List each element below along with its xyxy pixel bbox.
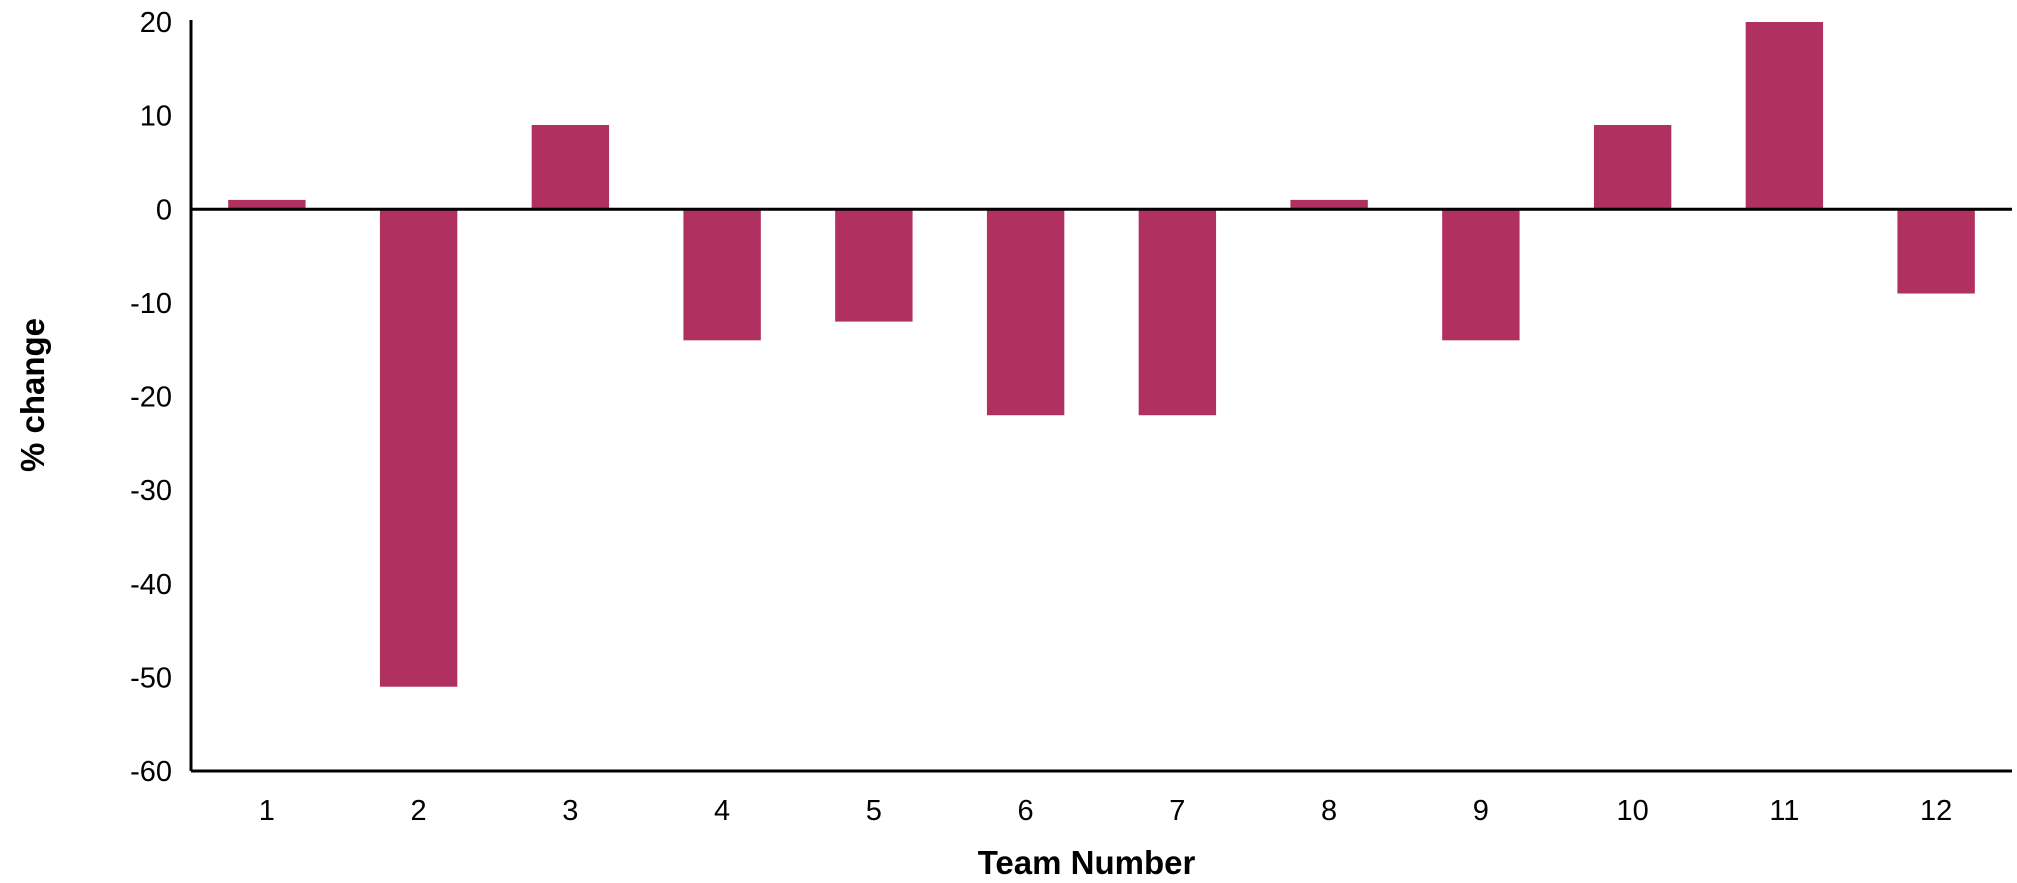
bar-team-10	[1593, 124, 1672, 210]
x-tick-label: 2	[411, 795, 427, 827]
x-tick-label: 7	[1169, 795, 1185, 827]
y-tick-label: 10	[140, 101, 172, 133]
y-tick-label: -40	[130, 569, 172, 601]
x-tick-label: 4	[714, 795, 730, 827]
axes-group	[189, 20, 2012, 773]
y-tick-label: -20	[130, 382, 172, 414]
y-axis-title: % change	[14, 318, 51, 472]
bars-group	[228, 22, 1975, 687]
bar-team-1	[228, 199, 306, 210]
x-tick-label: 5	[866, 795, 882, 827]
bar-team-2	[379, 209, 458, 687]
x-tick-labels: 1 2 3 4 5 6 7 8 9 10 11 12	[259, 795, 1952, 827]
bar-team-12	[1897, 209, 1975, 294]
bar-team-9	[1442, 209, 1520, 341]
y-tick-label: -10	[130, 288, 172, 320]
x-tick-label: 6	[1018, 795, 1034, 827]
x-axis-title: Team Number	[978, 844, 1196, 881]
x-tick-label: 10	[1616, 795, 1648, 827]
bar-team-11	[1745, 22, 1824, 210]
x-tick-label: 11	[1769, 795, 1799, 827]
bar-team-8	[1290, 199, 1368, 210]
y-tick-label: 20	[140, 7, 172, 39]
y-tick-label: -30	[130, 475, 172, 507]
x-tick-label: 12	[1920, 795, 1952, 827]
x-tick-label: 3	[562, 795, 578, 827]
bar-team-7	[1138, 209, 1217, 416]
y-tick-label: 0	[156, 194, 172, 226]
bar-team-3	[531, 124, 610, 210]
y-tick-labels: 20 10 0 -10 -20 -30 -40 -50 -60	[130, 7, 172, 788]
x-tick-label: 1	[259, 795, 275, 827]
bar-team-6	[986, 209, 1065, 416]
bar-team-5	[835, 209, 913, 322]
bar-team-4	[683, 209, 761, 341]
y-tick-label: -50	[130, 662, 172, 694]
y-tick-label: -60	[130, 756, 172, 788]
x-tick-label: 9	[1473, 795, 1489, 827]
x-tick-label: 8	[1321, 795, 1337, 827]
